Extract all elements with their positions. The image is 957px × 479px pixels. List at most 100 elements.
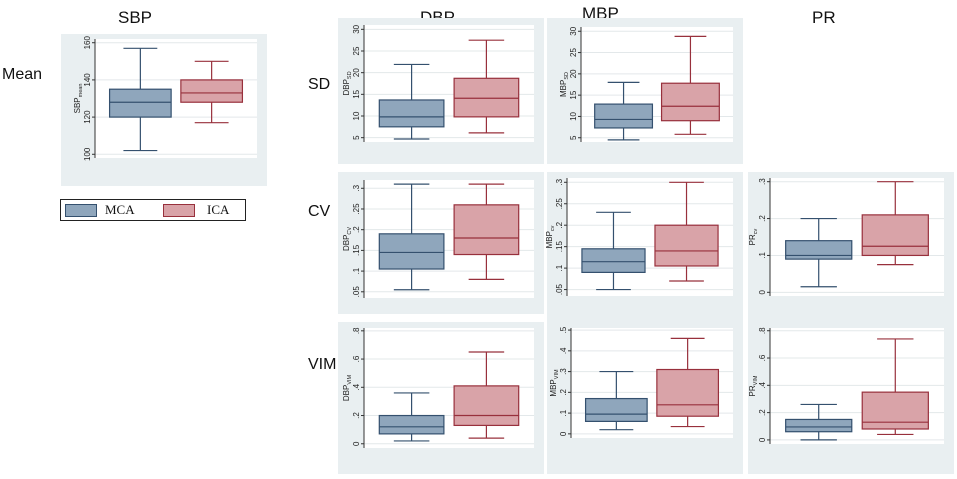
box-mca bbox=[785, 240, 853, 260]
y-axis-title: MBPcv bbox=[545, 225, 556, 248]
y-tick-label: .15 bbox=[352, 244, 361, 256]
box-ica bbox=[453, 385, 520, 427]
y-tick-label: .2 bbox=[352, 412, 361, 419]
y-tick-label: .15 bbox=[555, 241, 564, 253]
chart-panel-dbp-sd: 5 10 15 20 25 30 DBPSD bbox=[338, 18, 544, 164]
chart-panel-mbp-sd: 5 10 15 20 25 30 MBPSD bbox=[547, 18, 743, 164]
chart-panel-pr-vim: 0 .2 .4 .6 .8 PRVIM bbox=[748, 322, 954, 474]
y-tick-label: .05 bbox=[352, 286, 361, 298]
box-mca bbox=[378, 233, 445, 270]
y-axis-title: PRVIM bbox=[748, 375, 759, 396]
box-ica bbox=[453, 204, 520, 256]
y-tick-label: .6 bbox=[352, 355, 361, 362]
y-tick-label: 20 bbox=[352, 68, 361, 77]
y-axis-title: MBPVIM bbox=[549, 369, 560, 397]
y-tick-label: .4 bbox=[352, 383, 361, 390]
box-mca bbox=[108, 88, 172, 118]
chart-panel-mbp-vim: 0 .1 .2 .3 .4 .5 MBPVIM bbox=[547, 322, 743, 474]
y-tick-label: .2 bbox=[758, 215, 767, 222]
chart-mbp-vim: 0 .1 .2 .3 .4 .5 MBPVIM bbox=[549, 326, 733, 438]
y-axis-title: DBPSD bbox=[342, 71, 353, 95]
box-ica bbox=[453, 77, 520, 118]
y-tick-label: 30 bbox=[352, 24, 361, 33]
box-mca bbox=[584, 397, 648, 422]
header-sbp: SBP bbox=[118, 8, 153, 27]
box-ica bbox=[861, 391, 929, 430]
y-tick-label: .05 bbox=[555, 283, 564, 295]
y-tick-label: 5 bbox=[352, 135, 361, 140]
y-tick-label: .2 bbox=[758, 409, 767, 416]
chart-pr-vim: 0 .2 .4 .6 .8 PRVIM bbox=[748, 327, 944, 444]
y-tick-label: .4 bbox=[559, 347, 568, 354]
box-mca bbox=[594, 103, 654, 129]
chart-panel-sbp-mean: 100 120 140 160 SBPmean bbox=[61, 34, 267, 186]
chart-mbp-cv: .05 .1 .15 .2 .25 .3 MBPcv bbox=[545, 178, 733, 296]
y-axis-title: DBPCV bbox=[342, 227, 353, 251]
y-tick-label: 25 bbox=[569, 48, 578, 57]
box-mca bbox=[785, 418, 853, 433]
y-axis-title: DBPVIM bbox=[342, 374, 353, 401]
y-axis-title: MBPSD bbox=[559, 72, 570, 97]
chart-pr-cv: 0 .1 .2 .3 PRcv bbox=[748, 178, 944, 296]
y-tick-label: .6 bbox=[758, 354, 767, 361]
y-tick-label: 25 bbox=[352, 46, 361, 55]
y-tick-label: .2 bbox=[555, 221, 564, 228]
row-label-cv: CV bbox=[308, 203, 331, 220]
y-tick-label: 140 bbox=[83, 73, 92, 87]
y-tick-label: .2 bbox=[352, 226, 361, 233]
chart-panel-dbp-cv: .05 .1 .15 .2 .25 .3 DBPCV bbox=[338, 172, 544, 314]
y-tick-label: 30 bbox=[569, 26, 578, 35]
box-ica bbox=[656, 368, 720, 417]
box-ica bbox=[660, 82, 720, 122]
y-tick-label: .1 bbox=[758, 252, 767, 259]
y-tick-label: 10 bbox=[352, 111, 361, 120]
y-tick-label: 15 bbox=[352, 89, 361, 98]
box-mca bbox=[378, 414, 445, 435]
row-label-mean: Mean bbox=[2, 66, 43, 83]
legend-swatch-ica bbox=[163, 204, 195, 217]
box-mca bbox=[378, 99, 445, 128]
y-tick-label: .3 bbox=[758, 178, 767, 185]
y-tick-label: 0 bbox=[352, 441, 361, 446]
y-tick-label: .25 bbox=[352, 203, 361, 215]
y-tick-label: 0 bbox=[758, 437, 767, 442]
y-tick-label: 5 bbox=[569, 135, 578, 140]
chart-panel-mbp-cv: .05 .1 .15 .2 .25 .3 MBPcv bbox=[545, 172, 743, 322]
y-tick-label: .5 bbox=[559, 326, 568, 333]
y-tick-label: 10 bbox=[569, 111, 578, 120]
y-tick-label: 160 bbox=[83, 36, 92, 50]
legend: MCA ICA bbox=[60, 199, 246, 221]
y-tick-label: .1 bbox=[352, 267, 361, 274]
row-label-vim: VIM bbox=[308, 356, 337, 373]
y-tick-label: .8 bbox=[758, 327, 767, 334]
box-ica bbox=[180, 79, 244, 103]
box-mca bbox=[581, 248, 646, 274]
y-tick-label: .1 bbox=[559, 409, 568, 416]
y-tick-label: .1 bbox=[555, 264, 564, 271]
chart-panel-pr-cv: 0 .1 .2 .3 PRcv bbox=[748, 172, 954, 322]
y-tick-label: .4 bbox=[758, 381, 767, 388]
y-axis-title: SBPmean bbox=[73, 84, 84, 114]
box-ica bbox=[861, 214, 929, 257]
chart-dbp-sd: 5 10 15 20 25 30 DBPSD bbox=[342, 24, 534, 142]
chart-sbp-mean: 100 120 140 160 SBPmean bbox=[73, 36, 257, 161]
row-label-sd: SD bbox=[308, 76, 331, 93]
y-tick-label: 0 bbox=[559, 431, 568, 436]
y-tick-label: .3 bbox=[352, 184, 361, 191]
y-tick-label: .8 bbox=[352, 327, 361, 334]
y-tick-label: .2 bbox=[559, 388, 568, 395]
y-tick-label: 120 bbox=[83, 110, 92, 124]
y-tick-label: .3 bbox=[559, 368, 568, 375]
chart-mbp-sd: 5 10 15 20 25 30 MBPSD bbox=[559, 26, 733, 142]
header-pr: PR bbox=[812, 8, 836, 27]
box-ica bbox=[654, 224, 719, 267]
chart-dbp-vim: 0 .2 .4 .6 .8 DBPVIM bbox=[342, 327, 534, 448]
legend-label-ica: ICA bbox=[207, 202, 230, 217]
legend-label-mca: MCA bbox=[105, 202, 135, 217]
y-tick-label: 15 bbox=[569, 90, 578, 99]
y-tick-label: 20 bbox=[569, 69, 578, 78]
y-tick-label: 100 bbox=[83, 147, 92, 161]
y-tick-label: .25 bbox=[555, 198, 564, 210]
chart-dbp-cv: .05 .1 .15 .2 .25 .3 DBPCV bbox=[342, 180, 534, 298]
y-tick-label: .3 bbox=[555, 178, 564, 185]
